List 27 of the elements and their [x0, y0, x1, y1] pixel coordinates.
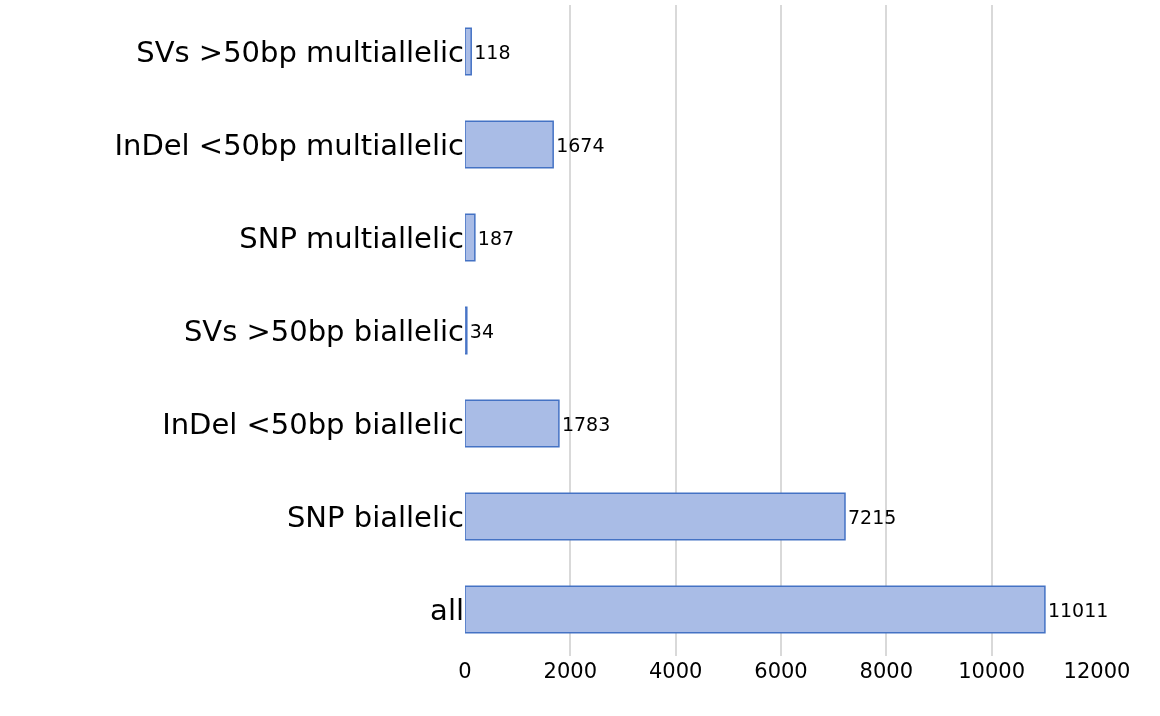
data-label: 1783: [561, 412, 611, 435]
bar: [465, 213, 476, 262]
y-tick-label: SNP biallelic: [286, 499, 464, 534]
bar: [465, 120, 554, 169]
y-tick-label: SNP multiallelic: [239, 220, 464, 255]
data-label: 118: [474, 40, 511, 63]
x-tick-label: 10000: [958, 659, 1026, 683]
bar: [465, 399, 560, 448]
data-label: 11011: [1047, 598, 1109, 621]
y-tick-label: all: [430, 592, 464, 627]
x-tick-label: 0: [458, 659, 472, 683]
bar: [465, 27, 472, 76]
x-tick-label: 6000: [754, 659, 808, 683]
x-tick-label: 2000: [543, 659, 598, 683]
y-tick-label: InDel <50bp multiallelic: [114, 127, 464, 162]
data-label: 1674: [556, 133, 605, 156]
x-tick-label: 8000: [859, 659, 914, 683]
data-label: 187: [477, 226, 515, 249]
x-tick-label: 12000: [1063, 659, 1131, 683]
bar: [465, 585, 1046, 634]
data-label: 7215: [847, 505, 897, 528]
x-tick-label: 4000: [648, 659, 703, 683]
y-tick-label: SVs >50bp biallelic: [183, 313, 464, 348]
y-tick-label: SVs >50bp multiallelic: [136, 34, 464, 69]
data-label: 34: [469, 319, 494, 342]
y-tick-label: InDel <50bp biallelic: [162, 406, 464, 441]
bar: [465, 492, 846, 541]
